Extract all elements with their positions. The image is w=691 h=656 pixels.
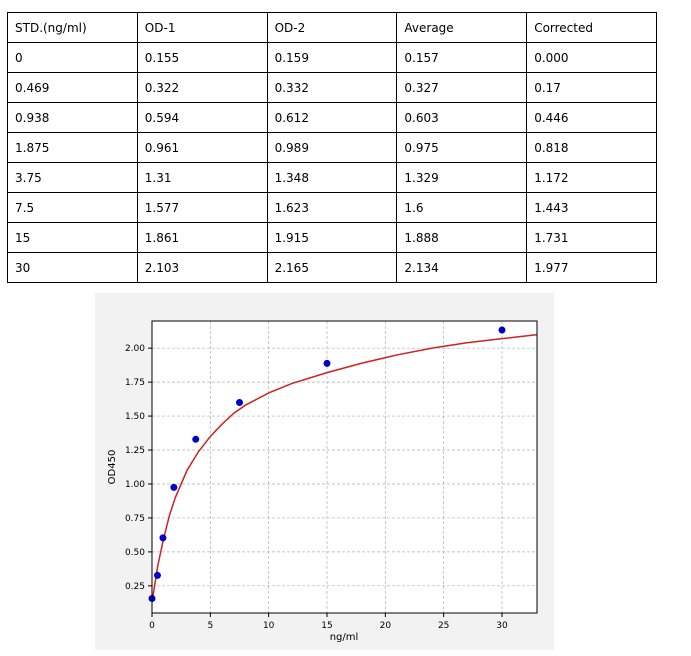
y-tick-label: 0.50: [125, 548, 145, 558]
y-tick-label: 0.25: [125, 582, 145, 592]
data-point: [170, 483, 178, 491]
header-od2: OD-2: [266, 12, 398, 43]
cell-od1: 1.861: [136, 222, 268, 253]
header-average: Average: [396, 12, 528, 43]
cell-corrected: 1.443: [526, 192, 657, 223]
cell-od2: 0.612: [266, 102, 398, 133]
cell-corrected: 0.17: [526, 72, 657, 103]
table-row: 15 1.861 1.915 1.888 1.731: [7, 222, 657, 253]
cell-corrected: 1.977: [526, 252, 657, 283]
cell-std: 15: [7, 222, 138, 253]
x-axis-label: ng/ml: [330, 632, 359, 643]
cell-od2: 0.989: [266, 132, 398, 163]
cell-corrected: 0.000: [526, 42, 657, 73]
plot-frame: [151, 320, 538, 614]
cell-average: 1.6: [396, 192, 528, 223]
cell-average: 0.157: [396, 42, 528, 73]
cell-average: 0.975: [396, 132, 528, 163]
chart-svg: 0 5 10 15 20 25 30 0.25 0.50 0.75 1.00 1.25 1.50 1.7…: [107, 320, 538, 643]
cell-od2: 0.159: [266, 42, 398, 73]
cell-std: 1.875: [7, 132, 138, 163]
cell-od2: 1.915: [266, 222, 398, 253]
x-tick-label: 25: [438, 621, 449, 631]
grid: [151, 321, 537, 613]
table-row: 0.469 0.322 0.332 0.327 0.17: [7, 72, 657, 103]
x-tick-label: 30: [496, 621, 508, 631]
cell-od1: 1.31: [136, 162, 268, 193]
fit-curve-layer: [151, 333, 538, 603]
cell-average: 1.888: [396, 222, 528, 253]
table-row: 30 2.103 2.165 2.134 1.977: [7, 252, 657, 283]
y-tick-label: 2.00: [125, 344, 145, 354]
cell-std: 3.75: [7, 162, 138, 193]
y-axis-label: OD450: [107, 450, 118, 485]
cell-corrected: 1.172: [526, 162, 657, 193]
data-point: [323, 359, 331, 367]
y-tick-label: 0.75: [125, 514, 145, 524]
data-point: [159, 534, 167, 542]
x-tick-label: 0: [149, 621, 155, 631]
cell-std: 0.938: [7, 102, 138, 133]
cell-od2: 1.348: [266, 162, 398, 193]
data-point: [498, 326, 506, 334]
x-tick-label: 20: [380, 621, 392, 631]
fit-curve-line: [151, 333, 538, 603]
cell-corrected: 1.731: [526, 222, 657, 253]
cell-average: 2.134: [396, 252, 528, 283]
x-tick-label: 10: [263, 621, 275, 631]
standard-curve-table: STD.(ng/ml) OD-1 OD-2 Average Corrected …: [7, 12, 657, 283]
cell-od1: 0.322: [136, 72, 268, 103]
cell-corrected: 0.818: [526, 132, 657, 163]
header-corrected: Corrected: [526, 12, 657, 43]
cell-od2: 2.165: [266, 252, 398, 283]
table-row: 3.75 1.31 1.348 1.329 1.172: [7, 162, 657, 193]
cell-std: 7.5: [7, 192, 138, 223]
cell-od1: 1.577: [136, 192, 268, 223]
y-tick-label: 1.00: [125, 480, 145, 490]
header-std: STD.(ng/ml): [7, 12, 138, 43]
y-tick-label: 1.75: [125, 378, 145, 388]
cell-std: 0: [7, 42, 138, 73]
y-axis-ticks: 0.25 0.50 0.75 1.00 1.25 1.50 1.75 2.00: [125, 344, 152, 592]
standard-curve-chart: 0 5 10 15 20 25 30 0.25 0.50 0.75 1.00 1.25 1.50 1.7…: [95, 293, 554, 650]
y-tick-label: 1.25: [125, 446, 145, 456]
plot-area: [151, 320, 538, 614]
cell-od1: 0.594: [136, 102, 268, 133]
data-point: [192, 435, 200, 443]
y-tick-label: 1.50: [125, 412, 145, 422]
cell-od1: 2.103: [136, 252, 268, 283]
header-od1: OD-1: [136, 12, 268, 43]
cell-od1: 0.155: [136, 42, 268, 73]
cell-average: 1.329: [396, 162, 528, 193]
cell-average: 0.603: [396, 102, 528, 133]
data-point: [153, 571, 161, 579]
cell-od2: 0.332: [266, 72, 398, 103]
cell-average: 0.327: [396, 72, 528, 103]
table-row: 0.938 0.594 0.612 0.603 0.446: [7, 102, 657, 133]
table-row: 7.5 1.577 1.623 1.6 1.443: [7, 192, 657, 223]
x-axis-ticks: 0 5 10 15 20 25 30: [149, 613, 508, 631]
table-header-row: STD.(ng/ml) OD-1 OD-2 Average Corrected: [7, 12, 657, 43]
cell-od1: 0.961: [136, 132, 268, 163]
cell-corrected: 0.446: [526, 102, 657, 133]
data-point: [236, 398, 243, 406]
table-row: 0 0.155 0.159 0.157 0.000: [7, 42, 657, 73]
x-tick-label: 5: [207, 621, 213, 631]
cell-std: 0.469: [7, 72, 138, 103]
cell-od2: 1.623: [266, 192, 398, 223]
x-tick-label: 15: [321, 621, 332, 631]
data-points: [148, 326, 506, 602]
cell-std: 30: [7, 252, 138, 283]
table-row: 1.875 0.961 0.989 0.975 0.818: [7, 132, 657, 163]
